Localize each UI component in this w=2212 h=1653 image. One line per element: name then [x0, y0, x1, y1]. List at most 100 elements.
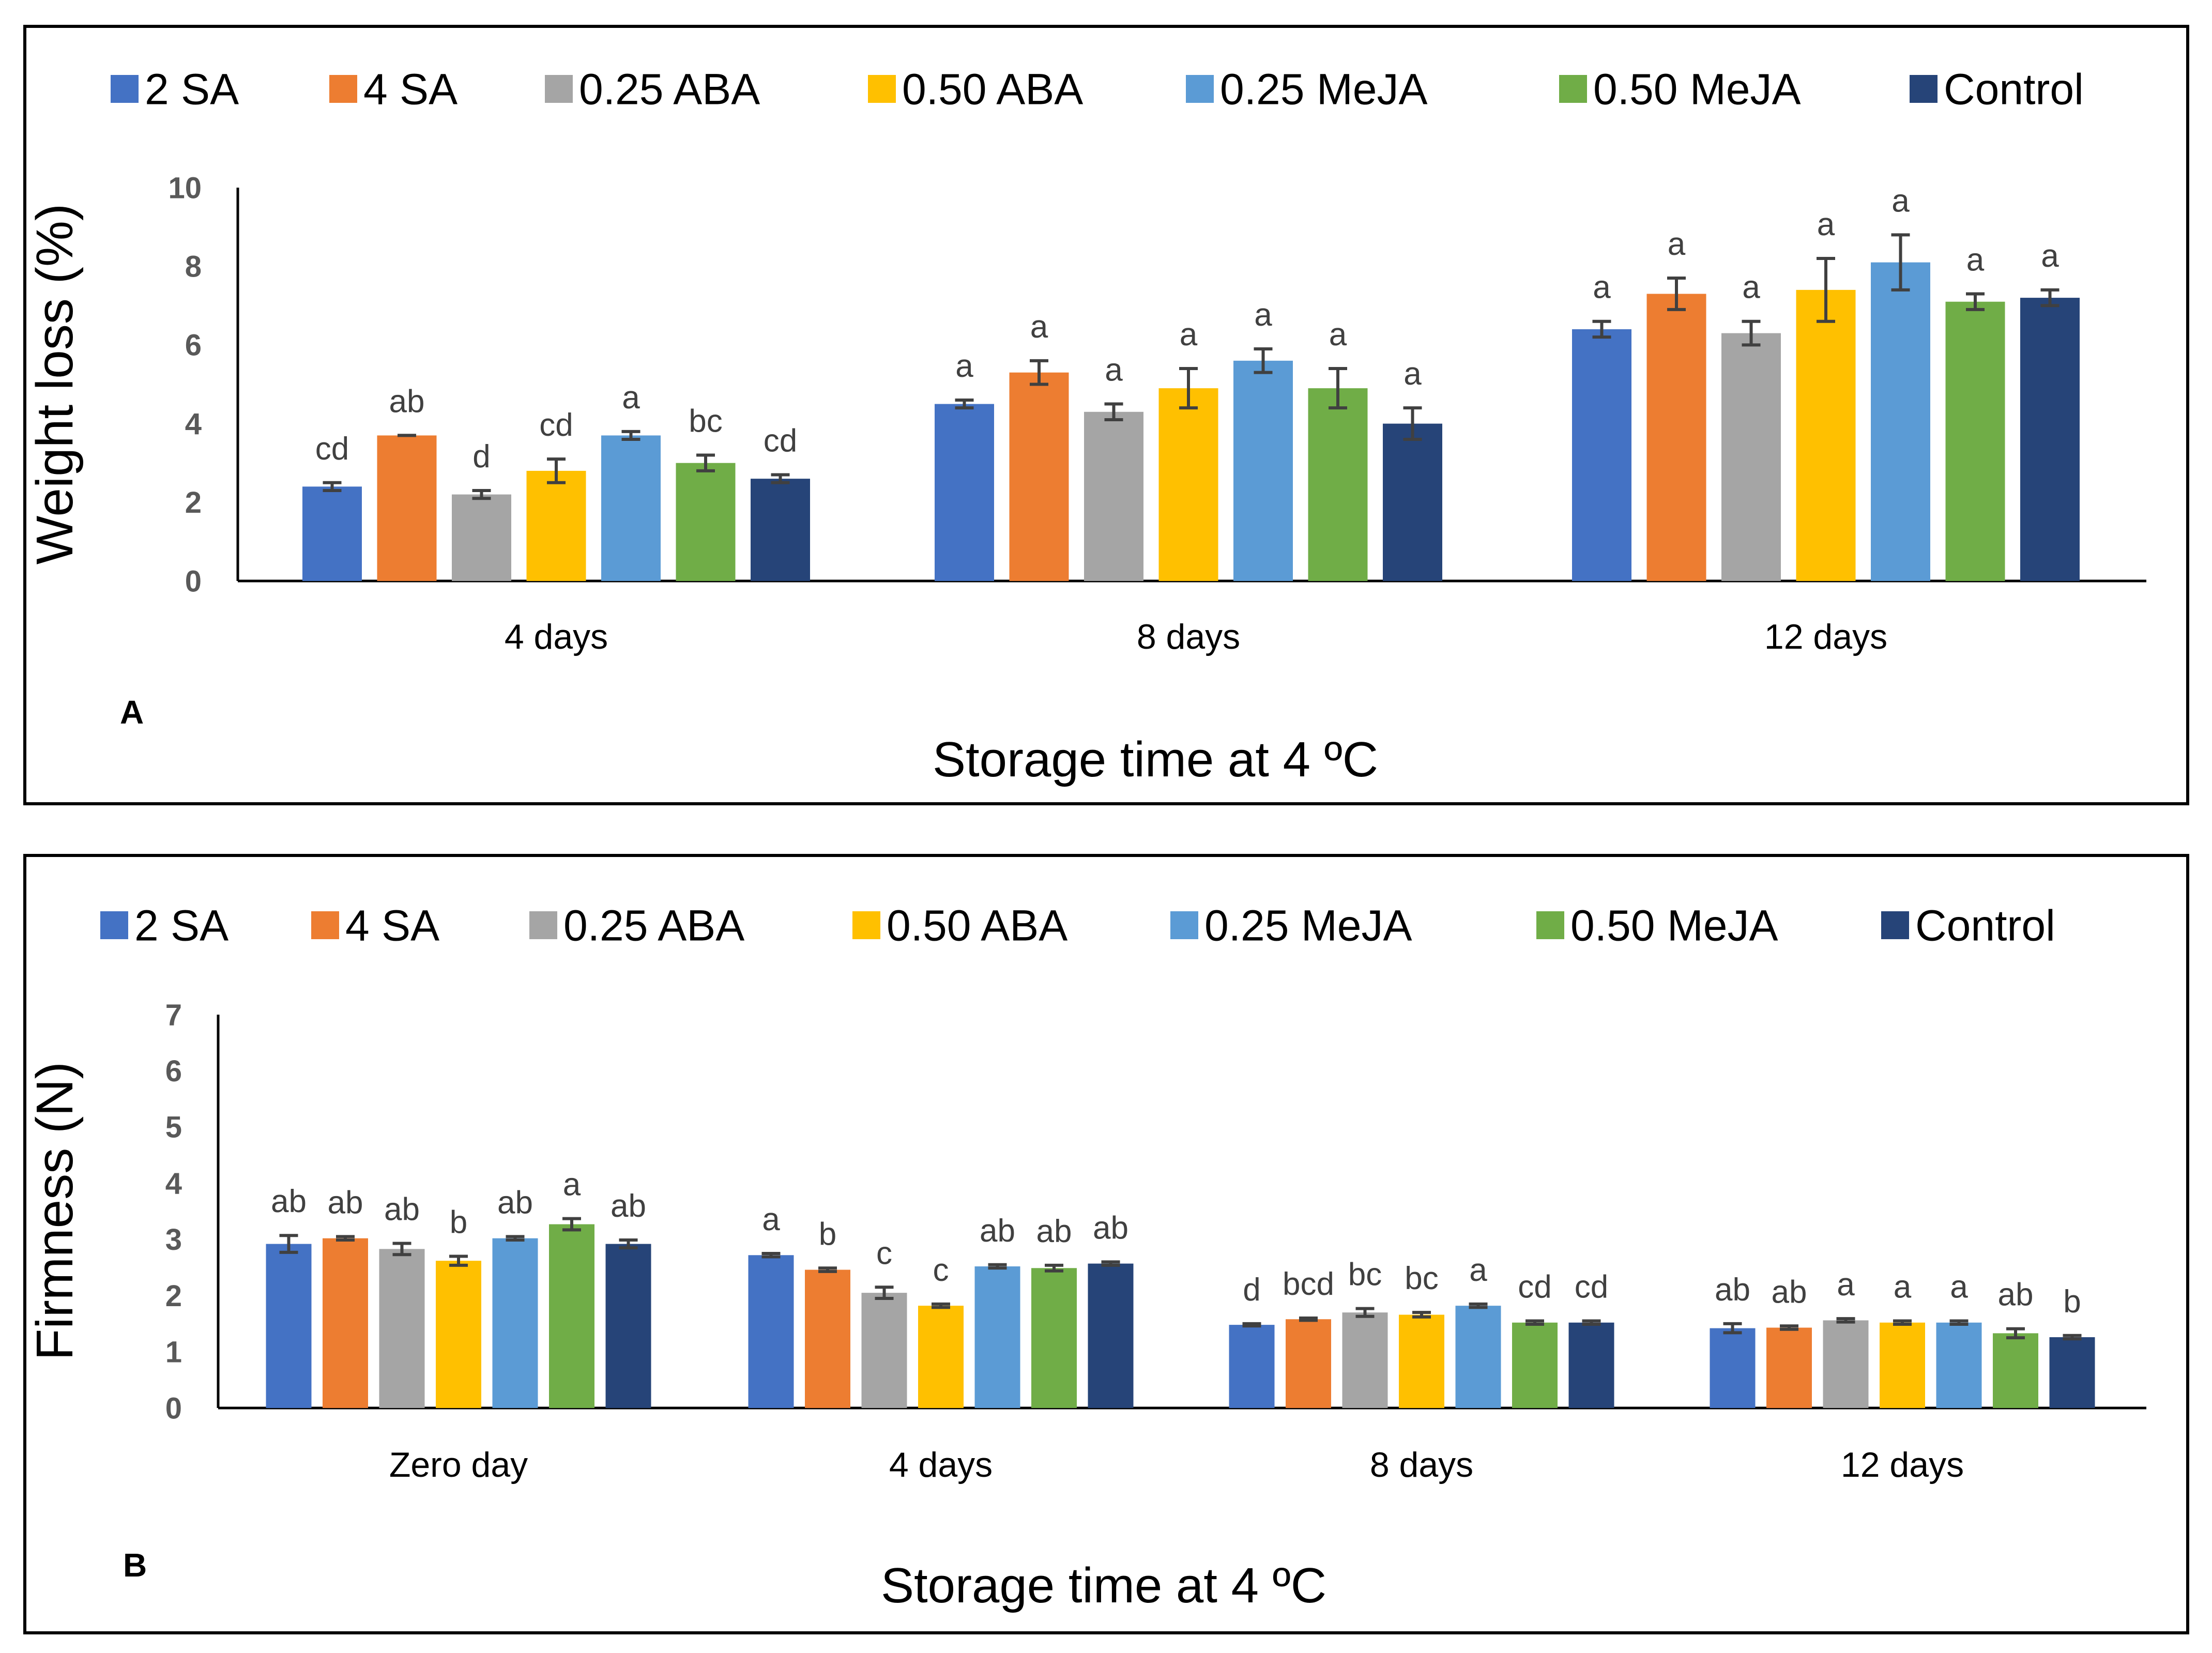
- significance-letter: ab: [1998, 1277, 2034, 1313]
- bar: [805, 1269, 850, 1408]
- bar: [1009, 372, 1069, 581]
- significance-letter: ab: [611, 1188, 646, 1224]
- legend-label: 0.25 ABA: [579, 65, 760, 113]
- bar: [1823, 1320, 1869, 1408]
- bar: [1945, 301, 2005, 581]
- bar: [748, 1255, 794, 1408]
- significance-letter: a: [1254, 297, 1272, 333]
- legend-label: 2 SA: [134, 901, 228, 950]
- bar: [1084, 411, 1143, 581]
- bar: [377, 435, 437, 581]
- significance-letter: a: [1180, 317, 1198, 353]
- significance-letter: a: [762, 1202, 780, 1237]
- significance-letter: a: [1105, 353, 1123, 388]
- legend-swatch: [1536, 911, 1564, 939]
- significance-letter: d: [1243, 1272, 1260, 1308]
- significance-letter: a: [1469, 1252, 1487, 1288]
- y-tick-label: 3: [165, 1223, 182, 1257]
- significance-letter: ab: [328, 1185, 363, 1220]
- legend-swatch: [311, 911, 339, 939]
- bar: [266, 1244, 312, 1408]
- y-tick-label: 6: [185, 329, 202, 362]
- bar: [1512, 1322, 1558, 1408]
- legend-label: 0.50 ABA: [887, 901, 1067, 950]
- bar: [1766, 1327, 1812, 1408]
- significance-letter: a: [1950, 1269, 1968, 1305]
- y-axis-title: Weight loss (%): [26, 204, 84, 564]
- significance-letter: a: [1894, 1269, 1912, 1305]
- significance-letter: bc: [1348, 1257, 1382, 1293]
- significance-letter: bcd: [1283, 1266, 1334, 1302]
- significance-letter: ab: [1036, 1214, 1072, 1249]
- significance-letter: a: [1966, 242, 1985, 278]
- legend-label: 0.25 MeJA: [1204, 901, 1412, 950]
- x-category-label: 8 days: [1370, 1445, 1473, 1484]
- significance-letter: a: [1668, 226, 1686, 262]
- legend-label: 0.25 ABA: [563, 901, 744, 950]
- bar: [1031, 1268, 1077, 1408]
- panel-label: B: [123, 1547, 147, 1584]
- significance-letter: a: [1593, 270, 1611, 305]
- bar: [1308, 388, 1368, 581]
- firmness-chart-panel: [23, 854, 2189, 1634]
- y-tick-label: 8: [185, 250, 202, 284]
- y-tick-label: 2: [165, 1279, 182, 1313]
- bar: [751, 479, 810, 581]
- significance-letter: ab: [980, 1213, 1015, 1249]
- bar: [1399, 1314, 1444, 1408]
- significance-letter: a: [1891, 183, 1910, 219]
- bar: [918, 1306, 964, 1408]
- legend-label: 0.25 MeJA: [1220, 65, 1428, 113]
- bar: [1229, 1325, 1275, 1408]
- y-tick-label: 0: [185, 564, 202, 598]
- y-tick-label: 0: [165, 1391, 182, 1425]
- significance-letter: a: [1329, 317, 1347, 353]
- bar: [1936, 1322, 1982, 1408]
- legend-label: 0.50 MeJA: [1593, 65, 1801, 113]
- legend-swatch: [1170, 911, 1198, 939]
- legend-swatch: [852, 911, 880, 939]
- legend-swatch: [1186, 75, 1214, 103]
- significance-letter: a: [1742, 270, 1760, 305]
- bar: [2049, 1337, 2095, 1408]
- legend-swatch: [100, 911, 128, 939]
- legend-swatch: [329, 75, 357, 103]
- legend-label: 4 SA: [345, 901, 439, 950]
- significance-letter: cd: [539, 407, 573, 443]
- bar: [974, 1266, 1020, 1408]
- significance-letter: a: [622, 380, 640, 416]
- significance-letter: bc: [689, 403, 722, 439]
- legend-label: 4 SA: [363, 65, 457, 113]
- y-tick-label: 4: [165, 1167, 182, 1200]
- significance-letter: ab: [1715, 1272, 1750, 1308]
- legend-label: 0.50 MeJA: [1570, 901, 1778, 950]
- legend-swatch: [868, 75, 896, 103]
- panel-label: A: [120, 694, 144, 731]
- y-tick-label: 1: [165, 1336, 182, 1369]
- significance-letter: bc: [1405, 1261, 1438, 1296]
- significance-letter: c: [876, 1235, 892, 1271]
- significance-letter: cd: [315, 431, 349, 467]
- x-category-label: 12 days: [1841, 1445, 1964, 1484]
- significance-letter: a: [1817, 207, 1835, 242]
- significance-letter: ab: [1093, 1210, 1128, 1246]
- significance-letter: b: [2063, 1284, 2081, 1320]
- bar: [452, 494, 511, 581]
- x-axis-title: Storage time at 4 ºC: [933, 732, 1378, 787]
- y-tick-label: 2: [185, 486, 202, 519]
- legend-label: Control: [1944, 65, 2084, 113]
- significance-letter: ab: [271, 1184, 307, 1219]
- significance-letter: a: [1404, 356, 1422, 392]
- significance-letter: ab: [497, 1185, 533, 1220]
- bar: [1568, 1322, 1614, 1408]
- bar: [1088, 1263, 1134, 1408]
- significance-letter: cd: [1575, 1269, 1608, 1305]
- significance-letter: a: [955, 348, 973, 384]
- bar: [1721, 333, 1781, 581]
- legend-label: 0.50 ABA: [902, 65, 1083, 113]
- significance-letter: ab: [389, 384, 425, 419]
- significance-letter: c: [933, 1252, 949, 1288]
- x-category-label: 12 days: [1764, 617, 1887, 656]
- chart-firmness: 2 SA 4 SA 0.25 ABA 0.50 ABA 0.25 MeJA 0.50 Me…: [26, 901, 2146, 1613]
- significance-letter: b: [450, 1204, 467, 1240]
